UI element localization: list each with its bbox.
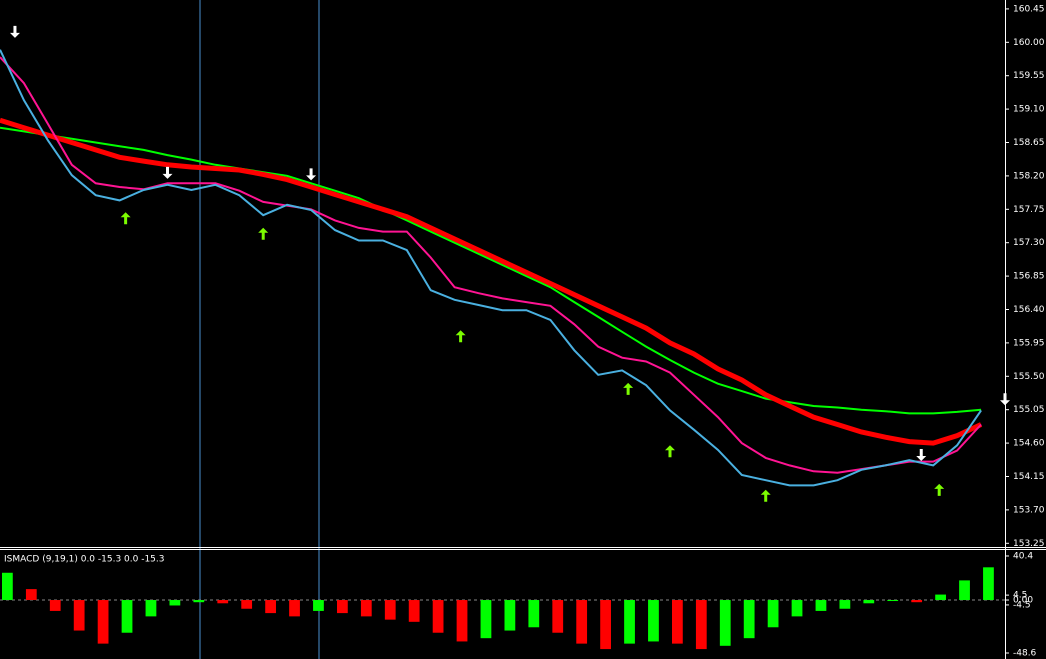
histogram-bar <box>408 600 420 622</box>
y-tick-label: 157.75 <box>1013 205 1045 215</box>
histogram-bar <box>145 600 157 617</box>
histogram-bar <box>528 600 540 628</box>
ma-line <box>0 56 982 474</box>
histogram-bar <box>576 600 588 644</box>
y-tick-label: 157.30 <box>1013 238 1045 248</box>
signal-arrow <box>120 212 131 225</box>
y-tick-label: 154.15 <box>1013 472 1045 482</box>
histogram-bar <box>648 600 659 642</box>
histogram-bar <box>25 589 37 601</box>
histogram-bar <box>552 600 564 633</box>
signal-arrow <box>162 166 173 179</box>
histogram-bar <box>719 600 731 646</box>
histogram-bar <box>863 600 875 604</box>
ma-line <box>0 126 982 415</box>
histogram-bar <box>193 600 205 603</box>
indicator-title: ISMACD (9,19,1) 0.0 -15.3 0.0 -15.3 <box>4 555 165 565</box>
y-tick-label: -4.5 <box>1013 600 1031 610</box>
y-tick-label: 0.00 <box>1013 596 1033 606</box>
signal-arrow <box>306 168 317 181</box>
histogram-bar <box>313 600 324 611</box>
signal-arrow <box>934 483 945 496</box>
histogram-bar <box>935 594 946 601</box>
ma-line <box>0 49 982 487</box>
histogram-bar <box>504 600 516 631</box>
histogram-bar <box>49 600 61 611</box>
signal-arrow <box>1000 393 1010 406</box>
histogram-bar <box>2 572 13 601</box>
histogram-bar <box>432 600 444 633</box>
signal-arrow <box>623 382 634 395</box>
histogram-bar <box>360 600 372 617</box>
histogram-bar <box>959 580 970 601</box>
histogram-bar <box>815 600 827 611</box>
histogram-bar <box>337 600 348 614</box>
y-tick-label: 153.70 <box>1013 505 1045 515</box>
histogram-bar <box>121 600 133 633</box>
signal-arrow <box>455 330 466 343</box>
y-tick-label: 158.20 <box>1013 171 1045 181</box>
histogram-bar <box>384 600 396 620</box>
histogram-bar <box>672 600 683 644</box>
y-tick-label: -48.6 <box>1013 649 1037 659</box>
histogram-bar <box>289 600 300 617</box>
histogram-bar <box>241 600 253 609</box>
histogram-bar <box>97 600 109 644</box>
histogram-bar <box>624 600 635 644</box>
y-tick-label: 159.10 <box>1013 105 1045 115</box>
y-tick-label: 4.5 <box>1013 591 1027 601</box>
y-tick-label: 155.95 <box>1013 338 1045 348</box>
histogram-bar <box>217 600 229 604</box>
y-tick-label: 159.55 <box>1013 71 1045 81</box>
histogram-bar <box>743 600 755 639</box>
y-tick-label: 156.40 <box>1013 305 1045 315</box>
histogram-bar <box>983 567 994 601</box>
histogram-bar <box>911 600 923 603</box>
signal-arrow <box>760 489 771 502</box>
y-tick-label: 153.25 <box>1013 539 1045 549</box>
histogram-bar <box>169 600 181 606</box>
histogram-bar <box>791 600 803 617</box>
y-tick-label: 160.00 <box>1013 38 1045 48</box>
y-tick-label: 160.45 <box>1013 4 1045 14</box>
histogram-bar <box>767 600 779 628</box>
ma-line <box>0 117 983 446</box>
signal-arrow <box>9 25 20 38</box>
y-tick-label: 155.05 <box>1013 405 1045 415</box>
histogram-bar <box>265 600 276 614</box>
y-tick-label: 155.50 <box>1013 372 1045 382</box>
histogram-bar <box>456 600 468 642</box>
y-tick-label: 158.65 <box>1013 138 1045 148</box>
histogram-bar <box>839 600 851 609</box>
histogram-bar <box>887 600 899 602</box>
signal-arrow <box>916 448 927 461</box>
signal-arrow <box>665 445 675 458</box>
signal-arrow <box>258 227 269 240</box>
histogram-bar <box>600 600 611 650</box>
histogram-bar <box>73 600 85 631</box>
y-tick-label: 156.85 <box>1013 272 1045 282</box>
y-tick-label: 40.4 <box>1013 551 1033 561</box>
histogram-bar <box>695 600 707 650</box>
y-tick-label: 154.60 <box>1013 439 1045 449</box>
histogram-bar <box>480 600 492 639</box>
